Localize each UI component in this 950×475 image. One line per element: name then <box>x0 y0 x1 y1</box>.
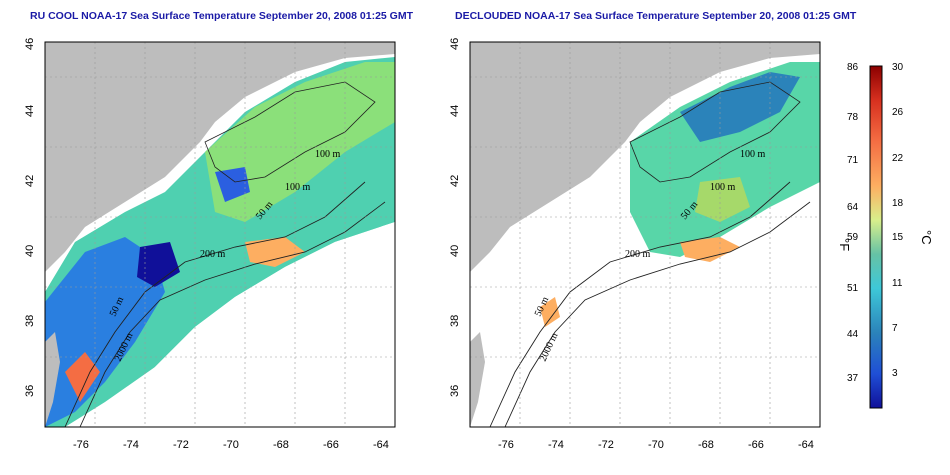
y-tick-label: 36 <box>449 385 461 397</box>
contour-label: 200 m <box>625 249 651 260</box>
y-tick-label: 46 <box>449 38 461 50</box>
x-tick-label: -64 <box>373 439 389 451</box>
sst-warm-green-zone <box>205 62 395 222</box>
isobath-200m <box>64 181 366 428</box>
y-tick-label: 44 <box>24 105 36 117</box>
contour-label: 100 m <box>315 149 341 160</box>
sst-cold-spot <box>137 242 180 287</box>
sst-warm-patch <box>680 237 740 262</box>
y-tick-label: 42 <box>449 175 461 187</box>
sst-cool-patch <box>215 167 250 202</box>
isobath-2000m <box>79 201 386 428</box>
y-tick-label: 40 <box>449 245 461 257</box>
x-tick-label: -72 <box>598 439 614 451</box>
contour-label: 100 m <box>710 182 736 193</box>
land-mass-north <box>45 42 395 272</box>
y-tick-label: 36 <box>24 385 36 397</box>
fahrenheit-labels: 86 78 71 64 59 51 44 37 <box>847 62 859 384</box>
colorbar-gradient <box>869 65 883 409</box>
celsius-labels: 30 26 22 18 15 11 7 3 <box>892 62 904 379</box>
x-tick-label: -76 <box>498 439 514 451</box>
x-tick-label: -74 <box>548 439 564 451</box>
contour-label: 100 m <box>285 182 311 193</box>
x-tick-label: -66 <box>748 439 764 451</box>
sst-warm-patch <box>245 237 305 267</box>
x-tick-label: -66 <box>323 439 339 451</box>
map-frame <box>469 41 821 428</box>
contour-label: 200 m <box>200 249 226 260</box>
celsius-unit-label: °C <box>919 230 934 245</box>
right-sst-map[interactable]: 100 m 100 m 50 m 200 m 50 m 2000 m -76 -… <box>449 38 821 451</box>
map-frame <box>44 41 396 428</box>
x-tick-label: -64 <box>798 439 814 451</box>
x-axis-ticks: -76 -74 -72 -70 -68 -66 -64 <box>498 439 814 451</box>
right-map-title: DECLOUDED NOAA-17 Sea Surface Temperatur… <box>455 10 857 22</box>
temperature-colorbar: 86 78 71 64 59 51 44 37 30 26 22 18 15 1… <box>830 58 940 418</box>
graticule <box>470 42 820 427</box>
c-tick-label: 18 <box>892 198 904 209</box>
sst-orange-patch <box>540 297 560 327</box>
land-mass-coast <box>45 332 60 427</box>
left-map-title: RU COOL NOAA-17 Sea Surface Temperature … <box>30 10 414 22</box>
x-tick-label: -70 <box>223 439 239 451</box>
y-tick-label: 42 <box>24 175 36 187</box>
f-tick-label: 44 <box>847 329 859 340</box>
land-mass-coast <box>470 332 485 427</box>
y-tick-label: 38 <box>24 315 36 327</box>
x-tick-label: -68 <box>698 439 714 451</box>
c-tick-label: 3 <box>892 368 898 379</box>
x-tick-label: -70 <box>648 439 664 451</box>
left-sst-map[interactable]: 100 m 100 m 50 m 200 m 50 m 2000 m -76 -… <box>24 38 396 451</box>
x-tick-label: -68 <box>273 439 289 451</box>
x-tick-label: -74 <box>123 439 139 451</box>
sst-warm-green-patch <box>695 177 750 222</box>
sst-orange-patch <box>65 352 100 402</box>
y-axis-ticks: 36 38 40 42 44 46 <box>449 38 461 397</box>
c-tick-label: 7 <box>892 323 898 334</box>
isobath-200m <box>489 181 791 428</box>
y-tick-label: 46 <box>24 38 36 50</box>
cloud-mask <box>105 222 395 427</box>
contour-label: 100 m <box>740 149 766 160</box>
f-tick-label: 51 <box>847 283 859 294</box>
x-tick-label: -72 <box>173 439 189 451</box>
land-mass-north <box>470 42 820 272</box>
c-tick-label: 11 <box>892 278 903 289</box>
f-tick-label: 37 <box>847 373 859 384</box>
c-tick-label: 22 <box>892 153 904 164</box>
y-tick-label: 40 <box>24 245 36 257</box>
x-tick-label: -76 <box>73 439 89 451</box>
x-axis-ticks: -76 -74 -72 -70 -68 -66 -64 <box>73 439 389 451</box>
f-tick-label: 71 <box>847 155 859 166</box>
sst-blue-zone <box>680 72 800 142</box>
c-tick-label: 26 <box>892 107 904 118</box>
y-tick-label: 38 <box>449 315 461 327</box>
fahrenheit-unit-label: °F <box>837 238 852 251</box>
f-tick-label: 86 <box>847 62 859 73</box>
f-tick-label: 64 <box>847 202 859 213</box>
y-tick-label: 44 <box>449 105 461 117</box>
graticule <box>45 42 395 427</box>
c-tick-label: 15 <box>892 232 904 243</box>
c-tick-label: 30 <box>892 62 904 73</box>
f-tick-label: 59 <box>847 232 859 243</box>
f-tick-label: 78 <box>847 112 859 123</box>
y-axis-ticks: 36 38 40 42 44 46 <box>24 38 36 397</box>
isobath-2000m <box>504 201 811 428</box>
